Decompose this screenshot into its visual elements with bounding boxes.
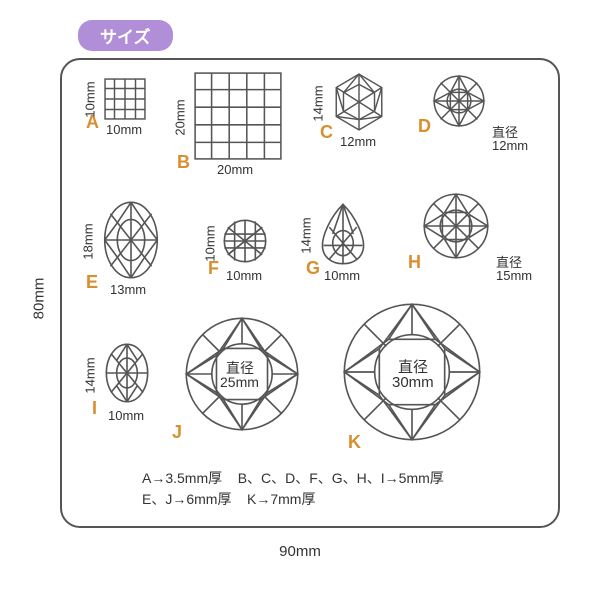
dim-F-w: 10mm [226,268,262,283]
letter-I: I [92,398,97,419]
thick-2b: K→7mm厚 [247,491,315,507]
mold-outline: A 10mm 10mm B 20mm 20mm C 14mm 12mm [60,58,560,528]
shape-D [432,74,486,128]
dim-F-h: 10mm [203,225,218,261]
shape-B [194,72,282,160]
dim-G-h: 14mm [299,217,314,253]
shape-E [102,200,160,280]
shape-I [104,342,150,404]
shape-A [104,78,146,120]
dim-I-w: 10mm [108,408,144,423]
dim-G-w: 10mm [324,268,360,283]
dim-E-w: 13mm [110,282,146,297]
dim-J-dv: 25mm [220,374,259,390]
letter-J: J [172,422,182,443]
letter-E: E [86,272,98,293]
dim-A-w: 10mm [106,122,142,137]
dim-C-h: 14mm [311,85,326,121]
shape-G [320,202,366,266]
dim-C-w: 12mm [340,134,376,149]
thick-1b: B、C、D、F、G、H、I→5mm厚 [238,470,444,486]
dim-A-h: 10mm [83,81,98,117]
mold-width-label: 90mm [0,543,600,560]
dim-B-h: 20mm [173,99,188,135]
dim-B-w: 20mm [217,162,253,177]
thickness-text: A→3.5mm厚 B、C、D、F、G、H、I→5mm厚 E、J→6mm厚 K→7… [142,468,444,510]
letter-H: H [408,252,421,273]
shape-F [222,218,268,264]
letter-G: G [306,258,320,279]
letter-D: D [418,116,431,137]
thick-2a: E、J→6mm厚 [142,491,231,507]
shape-H [422,192,490,260]
thick-1a: A→3.5mm厚 [142,470,222,486]
dim-H-dv: 15mm [496,268,532,283]
letter-B: B [177,152,190,173]
mold-height-label: 80mm [30,278,47,320]
size-badge: サイズ [78,20,173,51]
shape-C [332,72,386,132]
dim-E-h: 18mm [81,223,96,259]
dim-I-h: 14mm [83,357,98,393]
dim-K-dv: 30mm [392,374,434,391]
dim-D-dv: 12mm [492,138,528,153]
letter-C: C [320,122,333,143]
letter-K: K [348,432,361,453]
